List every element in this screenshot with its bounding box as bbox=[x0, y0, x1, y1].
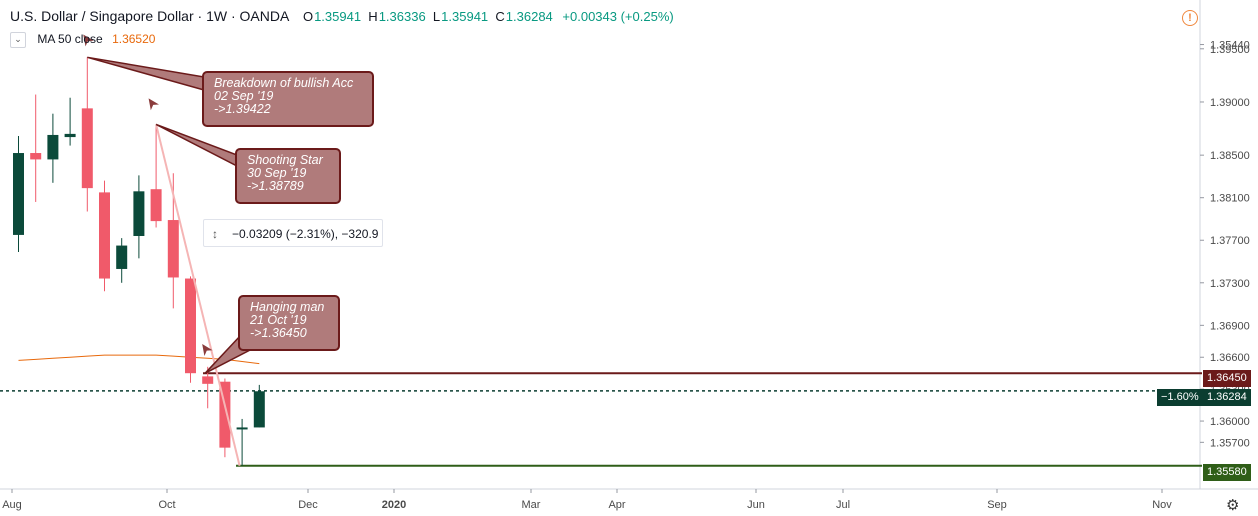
measure-line bbox=[155, 124, 241, 466]
candle-body bbox=[116, 245, 128, 269]
callout-shooting-star-pointer bbox=[155, 123, 238, 168]
x-tick-label: Dec bbox=[298, 499, 318, 511]
ohlc-readout: O1.35941 H1.36336 L1.35941 C1.36284 bbox=[302, 9, 553, 24]
current-price-tag: 1.36284 bbox=[1203, 389, 1251, 406]
candles bbox=[13, 57, 265, 466]
marker-hanging-man-icon bbox=[202, 344, 213, 356]
measure-icon: ↕ bbox=[212, 227, 218, 241]
y-tick-label: 1.36600 bbox=[1210, 352, 1250, 364]
y-tick-label: 1.37700 bbox=[1210, 235, 1250, 247]
x-tick-label: Oct bbox=[158, 499, 175, 511]
candle-body bbox=[253, 391, 265, 428]
candle-body bbox=[167, 220, 179, 278]
y-tick-label: 1.36000 bbox=[1210, 416, 1250, 428]
candle-body bbox=[150, 189, 162, 222]
candle-body bbox=[81, 108, 93, 189]
change-value: +0.00343 (+0.25%) bbox=[562, 9, 674, 24]
indicator-label: MA 50 close bbox=[37, 32, 103, 47]
x-tick-label: Nov bbox=[1152, 499, 1172, 511]
current-pct-badge: −1.60% bbox=[1157, 389, 1203, 406]
open-value: 1.35941 bbox=[314, 9, 362, 24]
candle-body bbox=[236, 427, 248, 430]
marker-breakdown-icon bbox=[83, 34, 94, 47]
marker-shape bbox=[83, 34, 94, 47]
candle-body bbox=[219, 381, 231, 448]
grid bbox=[0, 0, 1258, 490]
close-value: 1.36284 bbox=[505, 9, 553, 24]
horizontal-levels bbox=[0, 372, 1202, 467]
y-tick-label: 1.35700 bbox=[1210, 437, 1250, 449]
x-tick-label: 2020 bbox=[382, 499, 406, 511]
x-tick-label: Aug bbox=[2, 499, 22, 511]
marker-shape bbox=[148, 98, 159, 111]
low-value: 1.35941 bbox=[441, 9, 489, 24]
x-tick-label: Mar bbox=[522, 499, 541, 511]
callout-shooting-star[interactable]: Shooting Star 30 Sep '19 ->1.38789 bbox=[235, 148, 341, 204]
candle-body bbox=[64, 133, 76, 138]
candle-body bbox=[202, 376, 214, 384]
candle-body bbox=[133, 191, 145, 236]
y-tick-label: 1.35440 bbox=[1210, 40, 1250, 52]
x-tick-label: Apr bbox=[608, 499, 625, 511]
candle-body bbox=[47, 134, 59, 160]
support-price-tag: 1.35580 bbox=[1203, 464, 1251, 481]
candle-body bbox=[13, 153, 24, 235]
measure-label[interactable]: ↕ −0.03209 (−2.31%), −320.9 bbox=[203, 219, 383, 247]
y-tick-label: 1.38100 bbox=[1210, 193, 1250, 205]
symbol-title: U.S. Dollar / Singapore Dollar · 1W · OA… bbox=[10, 8, 290, 24]
callout-breakdown[interactable]: Breakdown of bullish Acc 02 Sep '19 ->1.39… bbox=[202, 71, 374, 127]
price-axis: 1.354401.357001.360001.363001.366001.369… bbox=[1200, 40, 1250, 449]
y-tick-label: 1.39500 bbox=[1210, 44, 1250, 56]
collapse-chevron-icon[interactable]: ⌄ bbox=[10, 32, 26, 48]
alert-icon[interactable]: ! bbox=[1182, 10, 1198, 26]
y-tick-label: 1.38500 bbox=[1210, 150, 1250, 162]
callout-hanging-man[interactable]: Hanging man 21 Oct '19 ->1.36450 bbox=[238, 295, 340, 351]
x-tick-label: Jul bbox=[836, 499, 850, 511]
indicator-legend: ⌄ MA 50 close 1.36520 bbox=[10, 32, 155, 48]
high-value: 1.36336 bbox=[378, 9, 426, 24]
candle-body bbox=[30, 153, 42, 160]
marker-shooting-star-icon bbox=[148, 98, 159, 111]
indicator-value: 1.36520 bbox=[112, 32, 156, 47]
y-tick-label: 1.36900 bbox=[1210, 320, 1250, 332]
x-tick-label: Sep bbox=[987, 499, 1007, 511]
marker-shape bbox=[202, 344, 213, 356]
x-tick-label: Jun bbox=[747, 499, 765, 511]
time-axis: Aug Oct Dec 2020 Mar Apr Jun Jul Sep Nov bbox=[2, 489, 1172, 511]
settings-gear-icon[interactable]: ⚙ bbox=[1226, 497, 1240, 514]
callout-breakdown-pointer bbox=[87, 56, 205, 91]
candle-body bbox=[185, 278, 196, 374]
measure-text: −0.03209 (−2.31%), −320.9 bbox=[232, 227, 379, 241]
y-tick-label: 1.39000 bbox=[1210, 97, 1250, 109]
resistance-price-tag: 1.36450 bbox=[1203, 370, 1251, 387]
chart-header: U.S. Dollar / Singapore Dollar · 1W · OA… bbox=[10, 8, 674, 24]
candle-body bbox=[99, 192, 110, 279]
y-tick-label: 1.37300 bbox=[1210, 278, 1250, 290]
